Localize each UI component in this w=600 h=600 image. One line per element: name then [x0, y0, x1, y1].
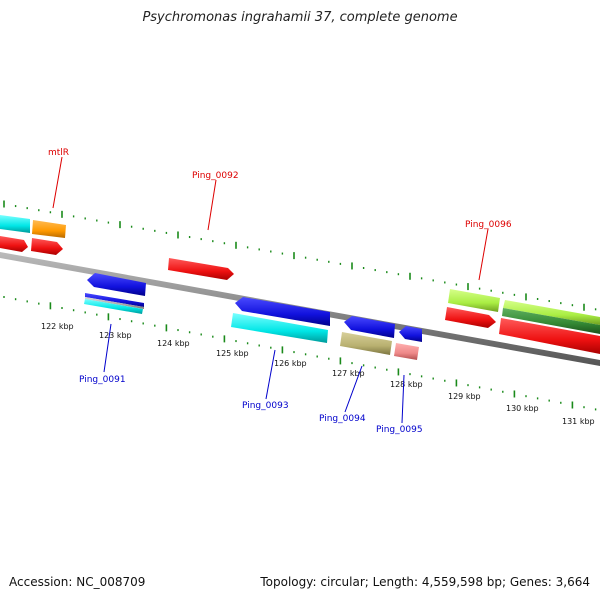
tick-label: 124 kbp [157, 339, 190, 348]
cog-pink-0095 [394, 343, 419, 360]
forward-cds-track [0, 236, 600, 354]
tick-label: 128 kbp [390, 380, 423, 389]
cog-cyan-0091 [84, 299, 143, 314]
gene-label-ping-0095[interactable]: Ping_0095 [376, 425, 423, 435]
reverse-gene-labels: Ping_0091 Ping_0093 Ping_0094 Ping_0095 [79, 323, 423, 435]
forward-tick-track [3, 200, 597, 311]
cog-blue-0091 [85, 293, 144, 307]
tick-label: 125 kbp [216, 349, 249, 358]
tick-label: 130 kbp [506, 404, 539, 413]
gene-ping-0094[interactable] [344, 316, 395, 338]
gene-ping-0095[interactable] [399, 326, 422, 342]
reverse-cds-track [87, 273, 422, 342]
gene-label-ping-0091[interactable]: Ping_0091 [79, 375, 126, 385]
cog-olive-0094 [340, 332, 392, 355]
gene-label-ping-0093[interactable]: Ping_0093 [242, 401, 289, 411]
reverse-cog-track [84, 293, 419, 360]
gene-label-mtlr[interactable]: mtlR [48, 148, 69, 158]
map-title: Psychromonas ingrahamii 37, complete gen… [142, 10, 458, 25]
gene-ping-0093[interactable] [235, 297, 330, 326]
tick-label: 123 kbp [99, 331, 132, 340]
tick-label: 131 kbp [562, 417, 595, 426]
cog-grey-0091 [85, 297, 144, 309]
gene-label-ping-0092[interactable]: Ping_0092 [192, 171, 239, 181]
cog-cyan-0093 [231, 313, 328, 343]
cog-orange [32, 220, 66, 238]
gene-ping-0092[interactable] [168, 258, 234, 280]
tick-label: 126 kbp [274, 359, 307, 368]
cog-green-0097 [502, 308, 600, 334]
gene-ping-0097[interactable] [499, 318, 600, 354]
accession-text: Accession: NC_008709 [9, 575, 146, 589]
gene-label-ping-0094[interactable]: Ping_0094 [319, 414, 366, 424]
gene-ping-0096[interactable] [445, 307, 496, 328]
cog-lime-0096 [448, 289, 500, 312]
reverse-tick-track [3, 296, 597, 411]
genome-stats-text: Topology: circular; Length: 4,559,598 bp… [260, 575, 590, 589]
axis-tick-labels: 122 kbp 123 kbp 124 kbp 125 kbp 126 kbp … [41, 322, 595, 426]
gene-label-ping-0096[interactable]: Ping_0096 [465, 220, 512, 230]
gene-ping-0091[interactable] [87, 273, 146, 296]
cog-lime-0097 [503, 300, 600, 325]
gene-ping-0089[interactable] [0, 236, 28, 252]
tick-label: 129 kbp [448, 392, 481, 401]
tick-label: 127 kbp [332, 369, 365, 378]
forward-gene-labels: mtlR Ping_0092 Ping_0096 [48, 148, 512, 281]
tick-label: 122 kbp [41, 322, 74, 331]
gene-mtlr[interactable] [31, 238, 63, 255]
forward-cog-track [0, 215, 600, 334]
cog-cyan-left [0, 215, 30, 233]
